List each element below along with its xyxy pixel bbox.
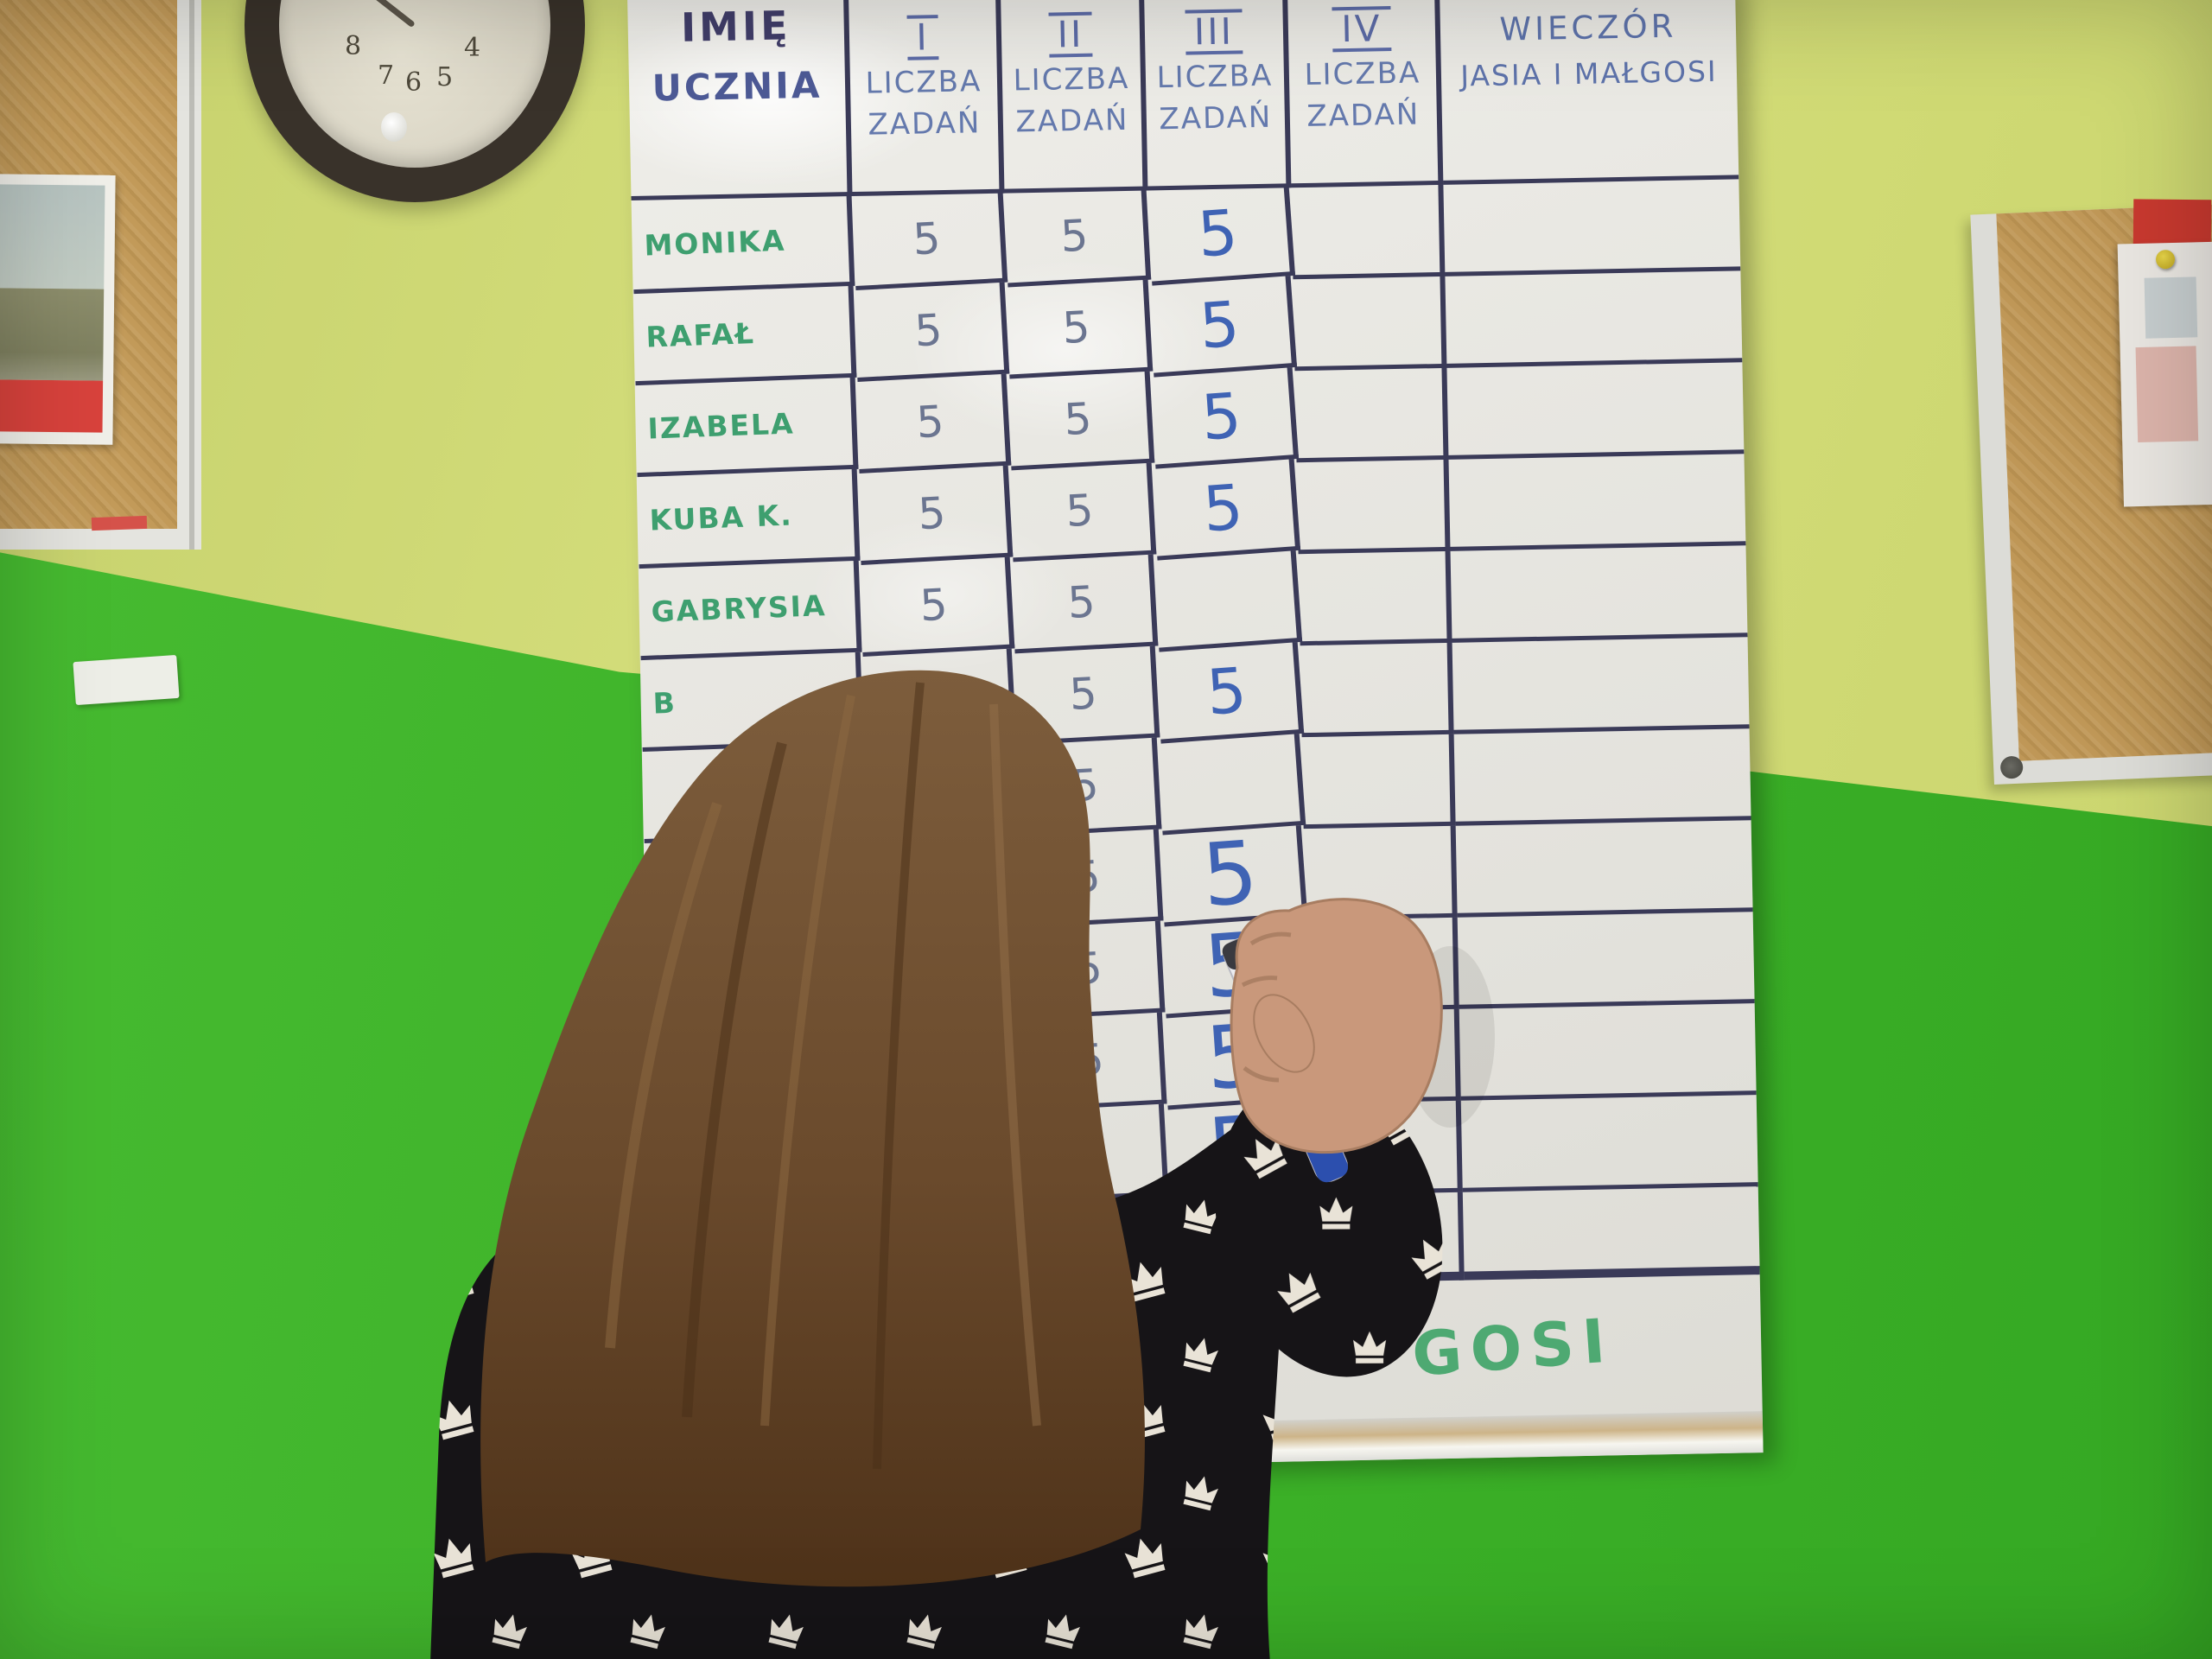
clock-numeral: 5 [436, 62, 454, 92]
corkboard-left [0, 0, 201, 550]
sweater-sleeve [1215, 1073, 1443, 1377]
clock-numeral: 6 [405, 67, 423, 98]
hair-strands [605, 682, 1041, 1470]
clock-numeral: 4 [464, 33, 481, 63]
hand [1230, 898, 1443, 1154]
clock-numeral: 7 [378, 60, 395, 91]
corkboard-frame-edge [189, 0, 194, 550]
hair [480, 670, 1145, 1587]
clock-numeral: 8 [345, 31, 362, 61]
clock-knob [381, 112, 407, 142]
thumb [1253, 994, 1315, 1073]
finger-creases [1241, 931, 1292, 1083]
